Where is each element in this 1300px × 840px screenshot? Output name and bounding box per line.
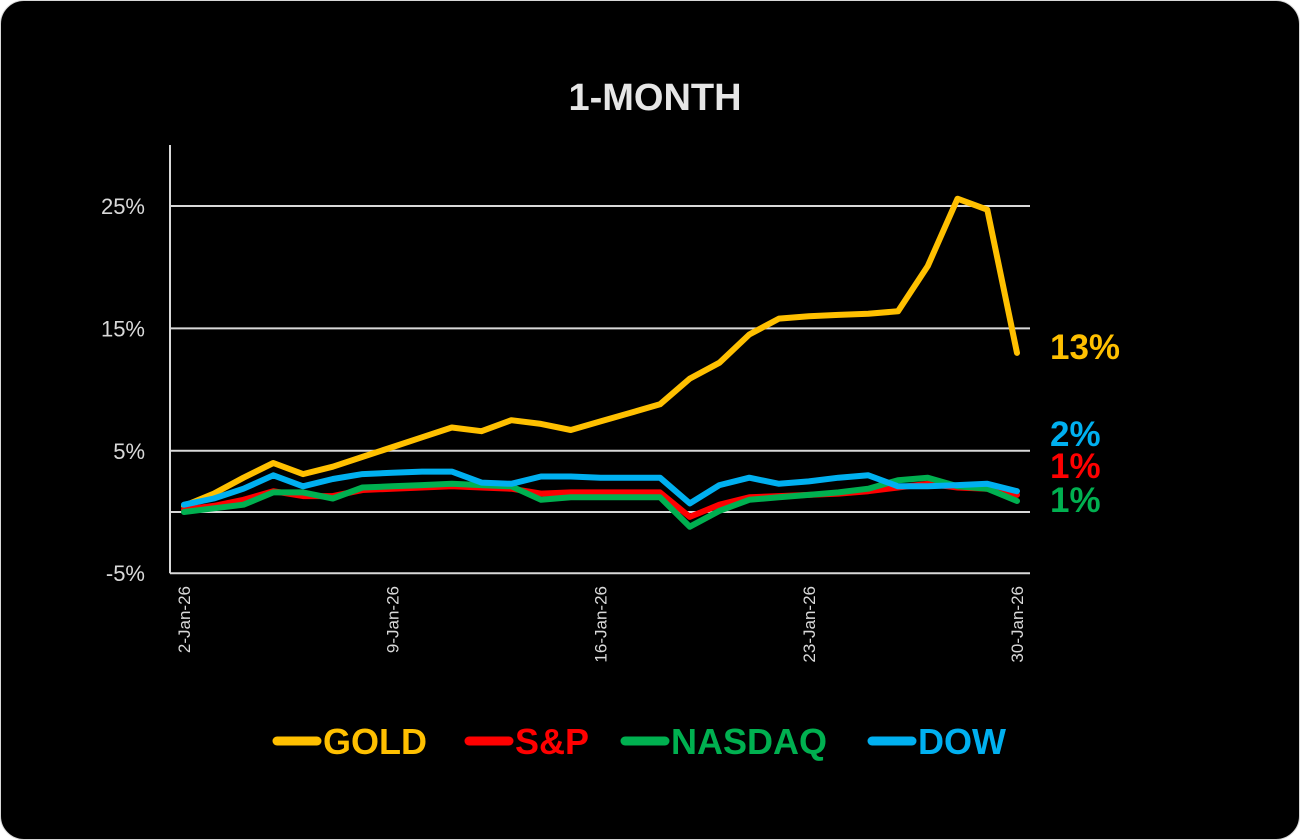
legend-label-dow: DOW	[918, 721, 1006, 762]
end-label-nasdaq: 1%	[1050, 481, 1101, 520]
x-tick-label: 9-Jan-26	[383, 586, 402, 653]
y-tick-label: 15%	[101, 316, 145, 341]
chart-title: 1-MONTH	[568, 77, 741, 119]
x-tick-label: 2-Jan-26	[175, 586, 194, 653]
y-tick-label: 5%	[113, 439, 145, 464]
y-tick-label: 25%	[101, 194, 145, 219]
end-label-gold: 13%	[1050, 328, 1120, 367]
series-line-gold	[181, 195, 1020, 509]
legend-label-nasdaq: NASDAQ	[671, 721, 827, 762]
x-tick-label: 30-Jan-26	[1008, 586, 1027, 663]
x-tick-label: 23-Jan-26	[800, 586, 819, 663]
legend-label-sp: S&P	[515, 721, 589, 762]
y-tick-label: -5%	[106, 561, 145, 586]
legend-label-gold: GOLD	[323, 721, 427, 762]
series-line-nasdaq	[181, 474, 1020, 530]
x-tick-label: 16-Jan-26	[592, 586, 611, 663]
series-line-dow	[181, 468, 1020, 508]
end-label-dow: 2%	[1050, 415, 1101, 454]
end-label-sp: 1%	[1050, 447, 1101, 486]
